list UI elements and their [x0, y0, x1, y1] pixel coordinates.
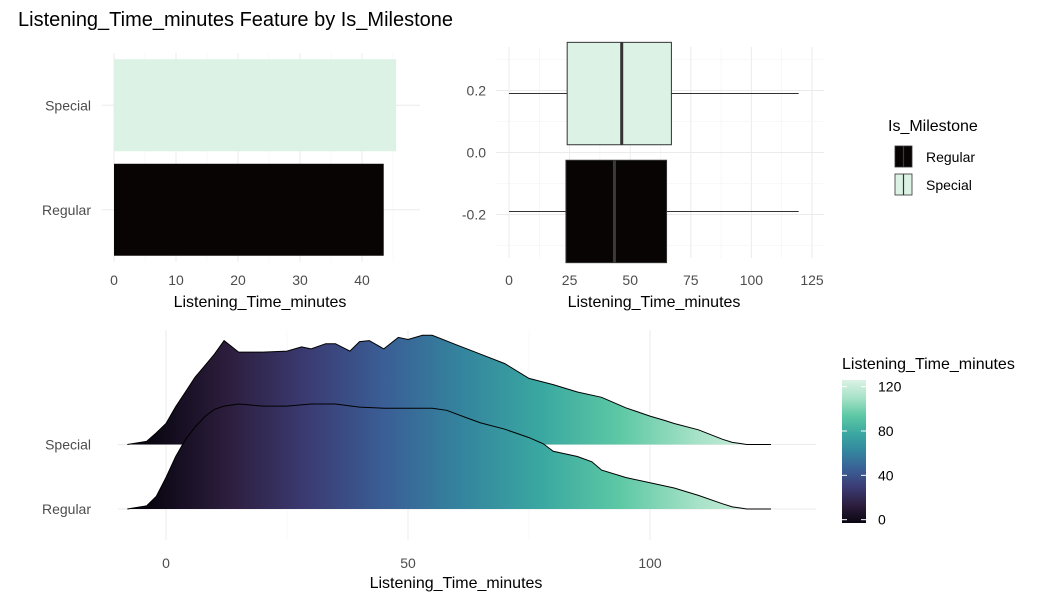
boxplot-y-tick-label: -0.2	[462, 207, 486, 223]
bar-x-ticks: 0 10 20 30 40	[110, 272, 370, 288]
boxplot-y-tick-label: 0.0	[467, 145, 487, 161]
bar-y-tick-label: Regular	[42, 202, 91, 218]
boxplot-marks	[509, 41, 799, 264]
legend-item-regular: Regular	[894, 145, 975, 168]
boxplot-x-tick-label: 75	[683, 272, 699, 288]
bar-special	[114, 59, 397, 152]
box-body	[565, 159, 668, 264]
boxplot-y-ticks: 0.2 0.0 -0.2	[462, 82, 486, 222]
bar-marks	[114, 59, 397, 256]
box-body	[566, 41, 672, 146]
legend-tick-label: 80	[878, 423, 894, 439]
legend-tick-label: 40	[878, 467, 894, 483]
boxplot-x-ticks: 0 25 50 75 100 125	[505, 272, 824, 288]
ridge-regular	[127, 403, 772, 510]
legend-fill-items: Regular Special	[894, 145, 975, 196]
ridgeline-y-ticks: Regular Special	[42, 437, 91, 518]
boxplot-x-tick-label: 50	[622, 272, 638, 288]
chart-title: Listening_Time_minutes Feature by Is_Mil…	[18, 9, 453, 31]
bar-x-tick-label: 0	[110, 272, 118, 288]
bar-x-tick-label: 40	[354, 272, 370, 288]
bar-regular	[114, 163, 384, 256]
ridgeline-x-tick-label: 50	[400, 555, 416, 571]
bar-panel: 0 10 20 30 40 Regular Special Listening_Time_…	[42, 53, 420, 311]
ridge-outline	[127, 334, 771, 445]
bar-y-tick-label: Special	[45, 97, 91, 113]
ridgeline-x-tick-label: 100	[638, 555, 662, 571]
legend-gradient-title: Listening_Time_minutes	[842, 356, 1015, 373]
ridgeline-y-tick-label: Regular	[42, 501, 91, 517]
ridgeline-y-tick-label: Special	[45, 437, 91, 453]
boxplot-x-tick-label: 25	[562, 272, 578, 288]
bar-x-tick-label: 10	[168, 272, 184, 288]
ridgeline-x-tick-label: 0	[162, 555, 170, 571]
ridge-fill	[127, 404, 772, 509]
legend-label: Regular	[926, 149, 975, 165]
boxplot-panel: 0 25 50 75 100 125 0.2 0.0 -0.2 Listening_Time_…	[462, 41, 824, 311]
box-regular	[509, 159, 799, 264]
ridgeline-marks	[127, 334, 772, 510]
boxplot-y-tick-label: 0.2	[467, 82, 487, 98]
legend-item-special: Special	[894, 173, 972, 196]
legend-listening-time: Listening_Time_minutes 0 40 80 120	[842, 356, 1015, 528]
boxplot-x-tick-label: 0	[505, 272, 513, 288]
legend-gradient-ticks: 0 40 80 120	[842, 379, 902, 528]
ridgeline-x-axis-label: Listening_Time_minutes	[370, 575, 543, 592]
legend-tick-label: 120	[878, 379, 902, 395]
legend-colorbar	[842, 380, 866, 523]
legend-tick-label: 0	[878, 512, 886, 528]
ridgeline-x-ticks: 0 50 100	[162, 555, 662, 571]
bar-x-tick-label: 20	[230, 272, 246, 288]
legend-fill-title: Is_Milestone	[888, 118, 978, 135]
box-special	[509, 41, 799, 146]
boxplot-x-tick-label: 100	[740, 272, 764, 288]
legend-is-milestone: Is_Milestone Regular Special	[888, 118, 978, 196]
boxplot-x-axis-label: Listening_Time_minutes	[568, 294, 741, 311]
legend-label: Special	[926, 177, 972, 193]
bar-x-axis-label: Listening_Time_minutes	[174, 294, 347, 311]
ridge-outline	[127, 403, 771, 510]
ridgeline-panel: 0 50 100 Regular Special Listening_Time_min…	[42, 330, 816, 592]
boxplot-x-tick-label: 125	[800, 272, 824, 288]
bar-y-ticks: Regular Special	[42, 97, 91, 218]
bar-x-tick-label: 30	[292, 272, 308, 288]
